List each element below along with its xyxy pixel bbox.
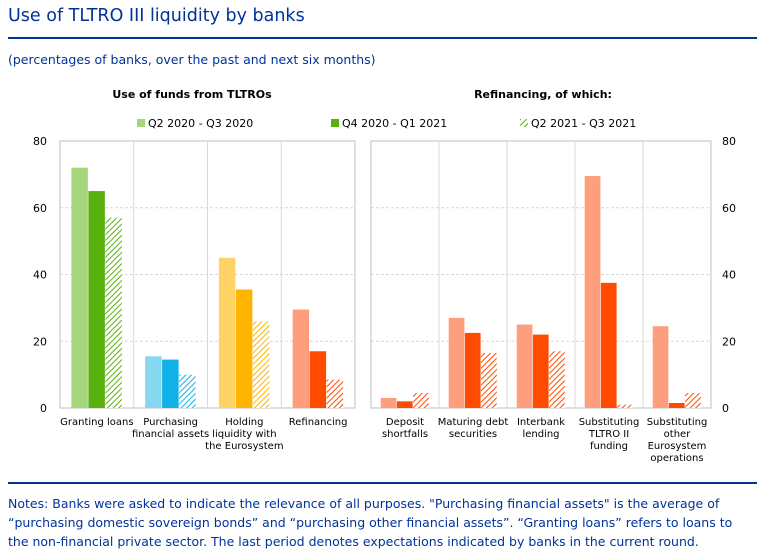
bar-solid bbox=[88, 191, 105, 408]
y-tick-label: 20 bbox=[33, 335, 47, 348]
x-tick-label: Interbank lending bbox=[517, 417, 565, 440]
bar-light bbox=[71, 167, 88, 408]
x-tick-label: Purchasing financial assets bbox=[132, 417, 209, 440]
y-tick-label: 20 bbox=[722, 335, 736, 348]
y-tick-label: 0 bbox=[40, 402, 47, 415]
legend-label: Q4 2020 - Q1 2021 bbox=[342, 117, 447, 130]
panel-titles: Use of funds from TLTROs Refinancing, of … bbox=[112, 88, 612, 101]
bar-solid bbox=[464, 332, 481, 408]
chart-subtitle: (percentages of banks, over the past and… bbox=[8, 52, 376, 67]
panel-title: Refinancing, of which: bbox=[474, 88, 612, 101]
y-tick-label: 80 bbox=[33, 135, 47, 148]
x-tick-label: Refinancing bbox=[289, 417, 348, 428]
bar-chart: 0 20 40 60 80 0 20 40 60 80 Use of funds from TL… bbox=[33, 88, 736, 464]
bar-hatched bbox=[252, 321, 270, 408]
x-tick-label: Substituting TLTRO II funding bbox=[579, 417, 640, 452]
legend-swatch bbox=[331, 119, 339, 127]
y-tick-label: 60 bbox=[722, 202, 736, 215]
bar-hatched bbox=[549, 351, 565, 408]
y-axis-left: 0 20 40 60 80 bbox=[33, 135, 47, 415]
x-tick-label: Deposit shortfalls bbox=[382, 417, 428, 440]
bar-light bbox=[145, 356, 162, 408]
bars bbox=[71, 167, 701, 408]
chart-notes: Notes: Banks were asked to indicate the … bbox=[8, 496, 733, 549]
y-tick-label: 40 bbox=[722, 269, 736, 282]
panel-title: Use of funds from TLTROs bbox=[112, 88, 272, 101]
bar-hatched bbox=[105, 217, 122, 408]
legend-label: Q2 2020 - Q3 2020 bbox=[148, 117, 253, 130]
bar-solid bbox=[235, 289, 253, 408]
bar-hatched bbox=[326, 379, 344, 408]
bar-solid bbox=[309, 351, 327, 408]
x-tick-label: Maturing debt securities bbox=[438, 417, 509, 440]
bar-solid bbox=[396, 401, 413, 408]
bar-light bbox=[448, 317, 465, 408]
bar-hatched bbox=[481, 352, 497, 408]
bar-hatched bbox=[413, 392, 429, 408]
x-tick-label: Holding liquidity with the Eurosystem bbox=[205, 417, 283, 452]
bar-light bbox=[218, 257, 236, 408]
bar-solid bbox=[600, 282, 617, 408]
x-tick-label: Granting loans bbox=[60, 417, 133, 428]
bar-hatched bbox=[685, 392, 701, 408]
bar-light bbox=[380, 397, 397, 408]
legend-swatch bbox=[137, 119, 145, 127]
bar-hatched bbox=[179, 374, 196, 408]
bar-solid bbox=[532, 334, 549, 408]
legend: Q2 2020 - Q3 2020 Q4 2020 - Q1 2021 Q2 202… bbox=[137, 117, 636, 130]
y-tick-label: 60 bbox=[33, 202, 47, 215]
bar-hatched bbox=[617, 404, 633, 408]
x-axis-labels: Granting loans Purchasing financial assets… bbox=[60, 417, 707, 464]
legend-label: Q2 2021 - Q3 2021 bbox=[531, 117, 636, 130]
x-tick-label: Substituting other Eurosystem operations bbox=[647, 417, 708, 464]
y-axis-right: 0 20 40 60 80 bbox=[722, 135, 736, 415]
bar-solid bbox=[162, 359, 179, 408]
y-tick-label: 0 bbox=[722, 402, 729, 415]
bar-solid bbox=[668, 402, 685, 408]
chart-title: Use of TLTRO III liquidity by banks bbox=[8, 6, 305, 26]
legend-swatch bbox=[520, 119, 528, 127]
bar-light bbox=[584, 176, 601, 408]
bar-light bbox=[652, 326, 669, 408]
bar-light bbox=[516, 324, 533, 408]
y-tick-label: 40 bbox=[33, 269, 47, 282]
title-rule bbox=[8, 37, 757, 39]
notes-rule bbox=[8, 482, 757, 484]
bar-light bbox=[292, 309, 310, 408]
y-tick-label: 80 bbox=[722, 135, 736, 148]
